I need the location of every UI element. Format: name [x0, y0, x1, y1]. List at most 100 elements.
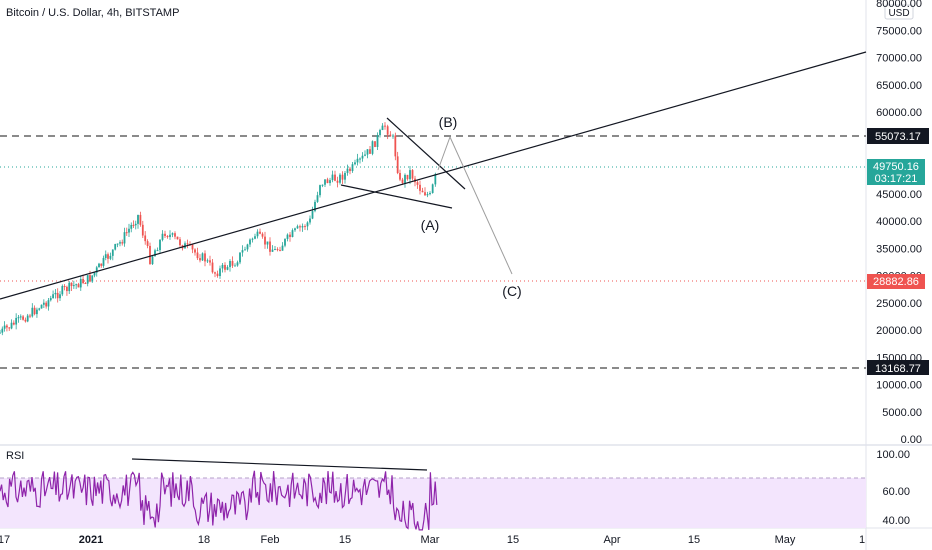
projection-path[interactable] — [437, 135, 513, 275]
candles — [0, 122, 437, 336]
candle-body — [33, 307, 36, 315]
candle-body — [306, 222, 309, 227]
candle-body — [42, 302, 45, 305]
candle-body — [381, 125, 384, 130]
candle-body — [132, 224, 135, 226]
candle-body — [376, 135, 379, 147]
price-tick-label: 45000.00 — [876, 189, 922, 201]
candle-body — [206, 260, 209, 262]
candle-body — [10, 322, 13, 329]
candle-body — [0, 332, 1, 334]
candle-body — [128, 228, 130, 233]
candle-body — [321, 184, 324, 186]
candle-body — [274, 249, 276, 251]
resistance-tag: 55073.17 — [867, 128, 929, 144]
candle-body — [161, 233, 164, 240]
candle-body — [15, 317, 18, 325]
wave-label-a[interactable]: (A) — [421, 217, 440, 233]
candle-body — [351, 164, 354, 172]
candle-body — [61, 286, 64, 295]
currency-button[interactable] — [884, 4, 914, 20]
candle-body — [121, 242, 124, 244]
candle-body — [384, 125, 386, 127]
time-axis[interactable]: 17 2021 18 Feb 15 Mar 15 Apr 15 May 1 — [0, 534, 865, 546]
candle-body — [409, 170, 411, 180]
candle-body — [146, 241, 149, 246]
rsi-label[interactable]: RSI — [6, 450, 24, 462]
triangle-upper-trendline[interactable] — [386, 117, 466, 190]
candle-body — [316, 195, 319, 202]
price-tick-label: 20000.00 — [876, 325, 922, 337]
candle-body — [154, 250, 156, 257]
candle-body — [314, 201, 316, 212]
candle-body — [151, 256, 154, 265]
candle-body — [419, 184, 421, 191]
candle-body — [12, 322, 15, 325]
candle-body — [249, 239, 251, 245]
price-axis[interactable]: 80000.00 75000.00 70000.00 65000.00 60000.00… — [876, 0, 922, 446]
candle-body — [6, 325, 8, 328]
candle-body — [346, 168, 349, 173]
candle-body — [424, 192, 426, 196]
candle-body — [130, 224, 133, 229]
candle-body — [174, 233, 176, 237]
candle-body — [52, 294, 54, 299]
candle-body — [251, 238, 254, 240]
candle-body — [426, 194, 429, 196]
price-tick-label: 80000.00 — [876, 0, 922, 10]
time-tick-label: 18 — [198, 534, 210, 546]
candle-body — [259, 231, 261, 234]
candle-body — [281, 245, 284, 251]
candle-body — [266, 241, 269, 245]
support-tag: 13168.77 — [867, 360, 929, 375]
price-tick-label: 75000.00 — [876, 25, 922, 37]
candle-body — [164, 233, 166, 236]
candle-body — [125, 232, 128, 234]
candle-body — [24, 319, 27, 322]
candle-body — [431, 184, 434, 193]
candle-body — [349, 168, 351, 172]
candle-body — [159, 239, 161, 251]
candle-body — [392, 135, 394, 137]
candle-body — [326, 179, 329, 184]
candle-body — [289, 234, 291, 237]
candle-body — [123, 232, 126, 244]
price-tick-label: 60000.00 — [876, 107, 922, 119]
candle-body — [386, 126, 389, 135]
candle-body — [8, 327, 11, 329]
candle-body — [254, 236, 256, 239]
candle-body — [59, 294, 61, 299]
candle-body — [399, 172, 401, 180]
svg-text:49750.16: 49750.16 — [873, 161, 919, 173]
price-tick-label: 10000.00 — [876, 380, 922, 392]
rsi-axis[interactable]: 100.00 60.00 40.00 — [876, 449, 910, 527]
candle-body — [45, 302, 48, 307]
time-tick-label: May — [775, 534, 796, 546]
candle-body — [1, 328, 4, 333]
candle-body — [374, 141, 376, 147]
candle-body — [361, 155, 364, 159]
rsi-trendline[interactable] — [131, 458, 428, 471]
wave-label-c[interactable]: (C) — [502, 283, 521, 299]
triangle-lower-trendline[interactable] — [340, 184, 453, 209]
price-tick-label: 70000.00 — [876, 53, 922, 65]
time-tick-label: Feb — [261, 534, 280, 546]
candle-body — [166, 235, 169, 238]
candle-body — [291, 230, 294, 237]
candle-body — [107, 254, 109, 259]
candle-body — [17, 317, 20, 319]
wave-label-b[interactable]: (B) — [439, 114, 458, 130]
long-trendline[interactable] — [0, 51, 867, 300]
rsi-line — [0, 470, 438, 531]
candle-body — [421, 190, 424, 193]
time-tick-label: Mar — [421, 534, 440, 546]
candle-body — [93, 272, 96, 276]
candle-body — [199, 258, 201, 261]
candle-body — [396, 156, 399, 173]
candle-body — [269, 241, 271, 252]
candle-body — [271, 249, 274, 252]
price-tick-label: 35000.00 — [876, 243, 922, 255]
candle-body — [401, 179, 404, 184]
candle-body — [216, 273, 219, 277]
